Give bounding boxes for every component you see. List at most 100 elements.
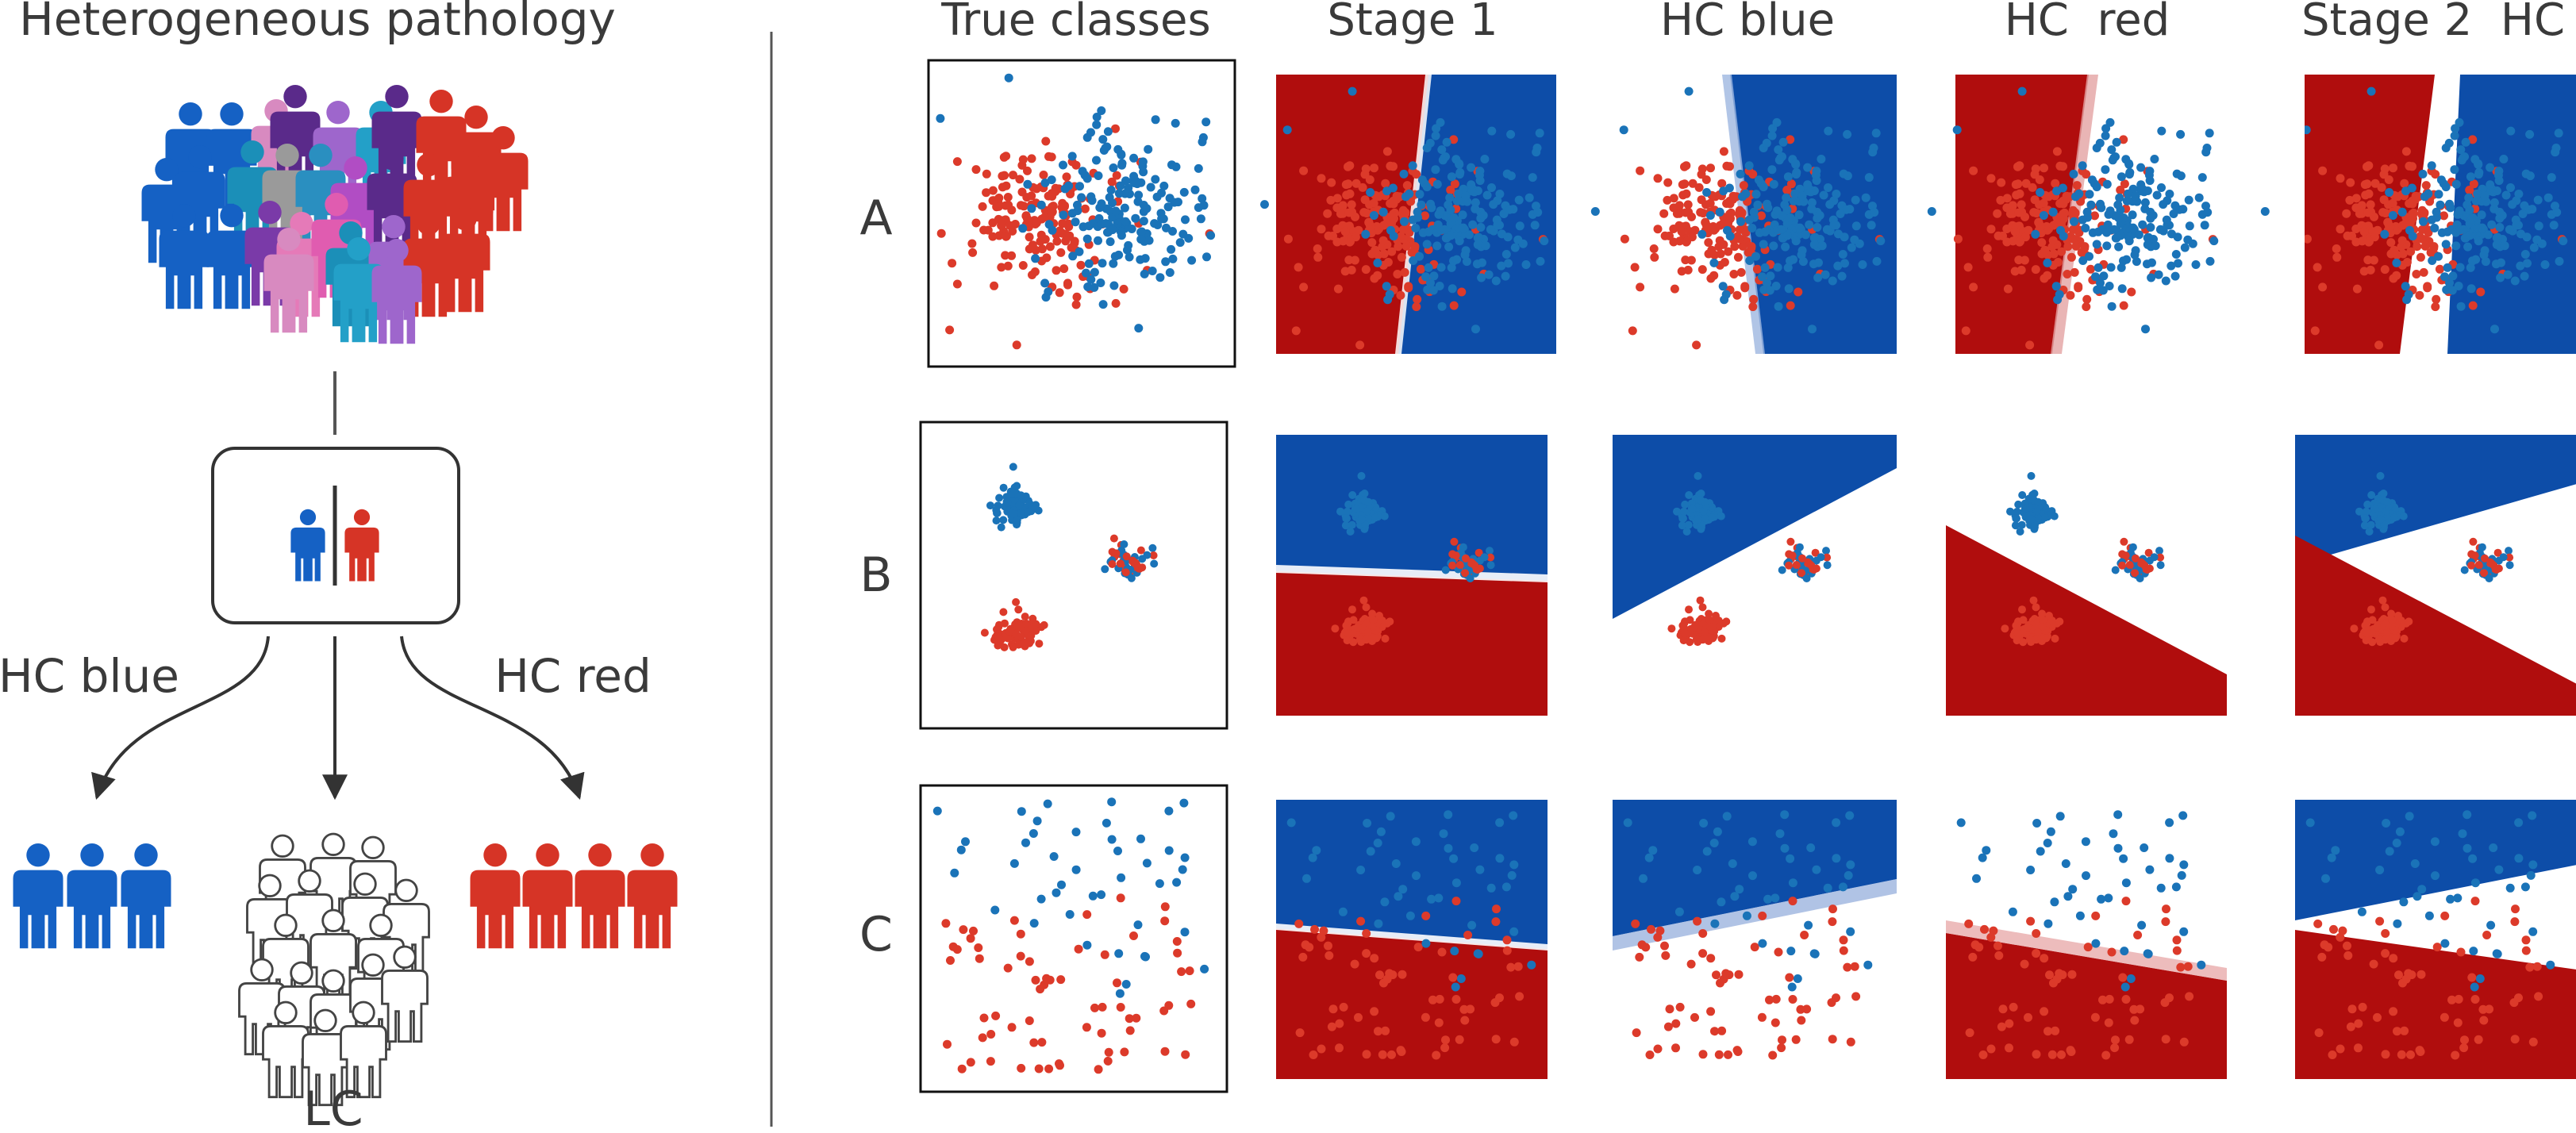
data-point — [1441, 566, 1450, 574]
data-point — [2366, 520, 2375, 529]
data-point — [2455, 206, 2464, 216]
data-point — [1478, 211, 1488, 220]
data-point — [1375, 612, 1383, 620]
data-point — [1540, 236, 1549, 246]
data-point — [1515, 992, 1524, 1001]
data-point — [995, 494, 1004, 502]
data-point — [1397, 252, 1406, 262]
data-point — [1631, 919, 1640, 928]
data-point — [1113, 978, 1121, 988]
data-point — [2332, 244, 2341, 253]
data-point — [1008, 226, 1017, 236]
data-point — [1108, 198, 1117, 208]
data-point — [1735, 885, 1744, 894]
data-point — [1338, 907, 1348, 916]
data-point — [2448, 271, 2458, 281]
data-point — [2478, 1004, 2488, 1014]
data-point — [2424, 911, 2434, 920]
data-point — [1143, 551, 1152, 559]
data-point — [1413, 294, 1422, 304]
data-point — [1090, 282, 1099, 292]
data-point — [1416, 264, 1425, 274]
data-point — [2375, 866, 2385, 874]
data-point — [1792, 561, 1801, 569]
data-point — [1362, 949, 1371, 958]
data-point — [1002, 152, 1011, 161]
data-point — [1794, 210, 1804, 220]
data-point — [1369, 616, 1378, 624]
data-point — [2399, 897, 2409, 907]
data-point — [1722, 812, 1732, 821]
data-point — [1681, 629, 1689, 638]
data-point — [2456, 947, 2466, 957]
data-point — [1370, 954, 1379, 963]
data-point — [1059, 160, 1067, 170]
data-point — [1389, 232, 1398, 241]
panel-b-stage2 — [2295, 435, 2576, 716]
data-point — [1065, 910, 1075, 919]
data-point — [1002, 181, 1011, 190]
data-point — [2039, 198, 2048, 208]
data-point — [1737, 209, 1747, 218]
data-point — [2113, 843, 2123, 853]
data-point — [1744, 215, 1754, 225]
data-point — [986, 1057, 995, 1066]
data-point — [1407, 248, 1417, 257]
data-point — [2331, 846, 2340, 855]
data-point — [1504, 259, 1513, 268]
data-point — [2024, 225, 2033, 235]
data-point — [1791, 236, 1801, 246]
data-point — [1341, 180, 1351, 190]
data-point — [2090, 211, 2099, 221]
data-point — [1486, 225, 1495, 234]
data-point — [1114, 949, 1124, 958]
data-point — [1180, 928, 1190, 937]
data-point — [2165, 993, 2174, 1003]
data-point — [1367, 633, 1376, 642]
data-point — [2043, 839, 2052, 847]
data-point — [1052, 236, 1062, 246]
data-point — [2205, 256, 2215, 266]
data-point — [2033, 628, 2042, 636]
data-point — [1071, 828, 1081, 837]
data-point — [2336, 225, 2345, 234]
data-point — [1805, 220, 1814, 229]
data-point — [1084, 221, 1094, 231]
data-point — [1436, 263, 1446, 272]
data-point — [1685, 605, 1693, 614]
data-point — [2082, 170, 2091, 179]
data-point — [1063, 280, 1072, 290]
panel-a-true-frame — [927, 59, 1236, 368]
data-point — [2038, 623, 2047, 632]
data-point — [1025, 1016, 1034, 1025]
data-point — [1464, 230, 1474, 240]
data-point — [1650, 252, 1659, 262]
data-point — [2321, 874, 2330, 883]
data-point — [2150, 553, 2159, 562]
person-icon — [67, 843, 117, 949]
data-point — [1415, 190, 1424, 199]
data-point — [1480, 155, 1490, 163]
data-point — [1117, 160, 1127, 170]
data-point — [2039, 616, 2047, 624]
data-point — [2357, 201, 2366, 210]
data-point — [1378, 207, 1388, 217]
data-point — [1969, 282, 1978, 292]
data-point — [2039, 211, 2048, 220]
data-point — [1768, 1050, 1778, 1060]
data-point — [2367, 491, 2376, 499]
data-point — [990, 905, 1000, 915]
data-point — [1064, 222, 1074, 232]
data-point — [2260, 207, 2270, 216]
data-point — [1187, 255, 1197, 265]
data-point — [2183, 235, 2193, 244]
data-point — [1714, 1050, 1724, 1059]
data-point — [1805, 559, 1813, 568]
data-point — [1391, 859, 1401, 868]
arrow-icon — [91, 636, 270, 801]
data-point — [2050, 897, 2059, 907]
data-point — [2016, 236, 2024, 246]
data-point — [1155, 879, 1164, 889]
data-point — [1319, 926, 1328, 935]
data-point — [1324, 231, 1333, 240]
